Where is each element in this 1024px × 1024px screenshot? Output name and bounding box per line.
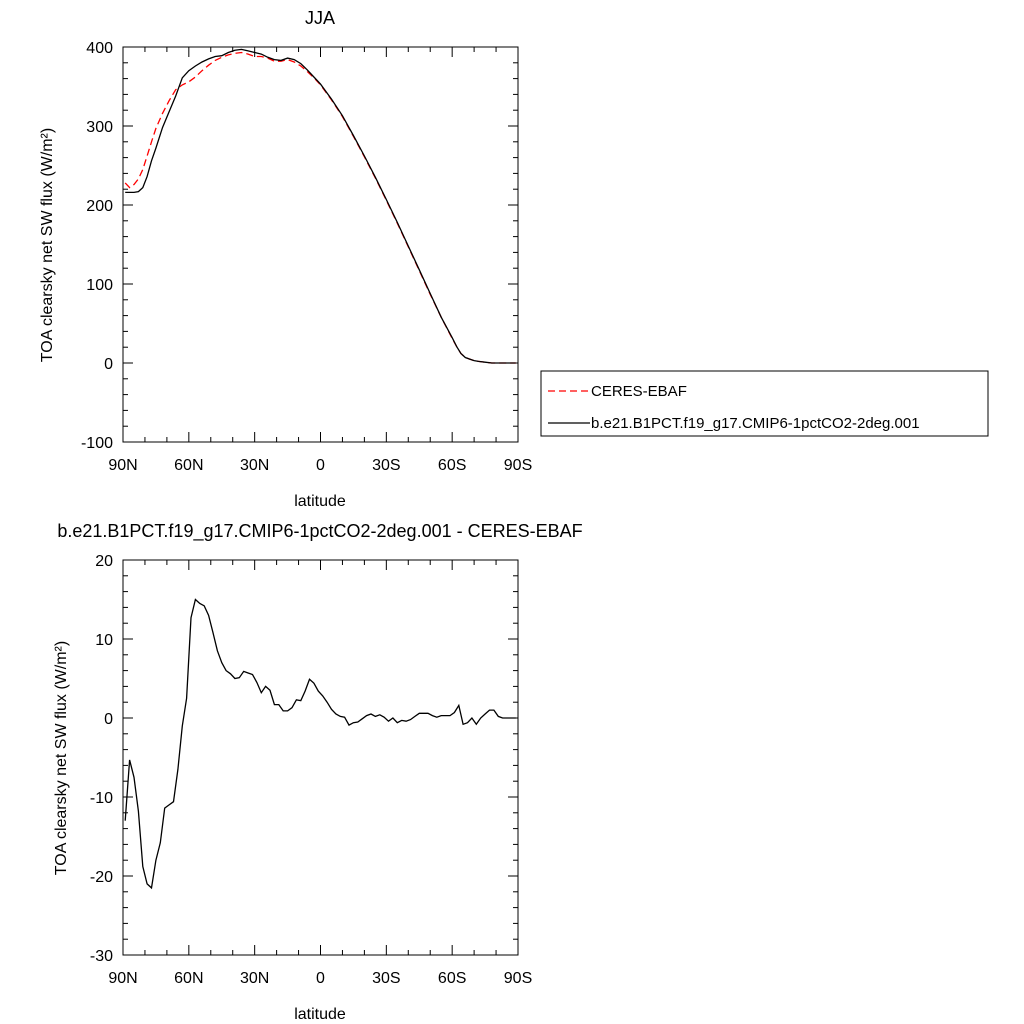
top-x-axis-label: latitude [294,493,346,510]
top-y-tick-label: 300 [86,119,113,136]
bottom-x-tick-label: 30S [372,970,400,987]
bottom-x-axis-label: latitude [294,1006,346,1023]
bottom-x-tick-label: 90S [504,970,532,987]
top-y-tick-label: -100 [81,435,113,452]
bottom-x-tick-label: 60N [174,970,203,987]
bottom-y-tick-label: -10 [90,790,113,807]
top-axis-ticks: 90N 60N 30N 0 30S 60S 90S -100 0 100 200 300 400 [81,40,532,474]
top-x-tick-label: 90S [504,457,532,474]
bottom-y-tick-label: -20 [90,869,113,886]
top-y-tick-label: 200 [86,198,113,215]
bottom-series-line-0 [124,598,516,890]
top-series-line-0 [124,51,516,364]
top-panel: JJA 90N 60N 30N 0 30S 60S 90S -100 0 100 200 300 400… [39,8,532,510]
top-x-tick-label: 60N [174,457,203,474]
bottom-axis-ticks: 90N 60N 30N 0 30S 60S 90S -30 -20 -10 0 10 20 [90,553,532,987]
bottom-x-tick-label: 90N [108,970,137,987]
top-plot-frame [122,46,519,443]
bottom-plot-frame [122,559,519,956]
top-series-lines [124,48,516,364]
legend: CERES-EBAF b.e21.B1PCT.f19_g17.CMIP6-1pc… [540,370,989,437]
top-y-tick-label: 100 [86,277,113,294]
legend-label-model: b.e21.B1PCT.f19_g17.CMIP6-1pctCO2-2deg.0… [591,415,920,432]
top-x-tick-label: 30N [240,457,269,474]
bottom-x-tick-label: 0 [316,970,325,987]
legend-label-ceres: CERES-EBAF [591,383,687,400]
top-y-tick-label: 400 [86,40,113,57]
bottom-panel: b.e21.B1PCT.f19_g17.CMIP6-1pctCO2-2deg.0… [53,521,583,1023]
bottom-y-tick-label: 0 [104,711,113,728]
bottom-x-tick-label: 60S [438,970,466,987]
top-y-tick-label: 0 [104,356,113,373]
top-x-tick-label: 60S [438,457,466,474]
bottom-series-lines [124,598,516,890]
top-x-tick-label: 30S [372,457,400,474]
top-panel-title: JJA [305,8,335,28]
bottom-y-axis-label: TOA clearsky net SW flux (W/m²) [53,641,70,875]
bottom-y-tick-label: -30 [90,948,113,965]
legend-box [540,370,989,437]
bottom-x-tick-label: 30N [240,970,269,987]
top-x-tick-label: 90N [108,457,137,474]
top-y-axis-label: TOA clearsky net SW flux (W/m²) [39,128,56,362]
bottom-y-tick-label: 20 [95,553,113,570]
top-series-line-1 [125,48,516,364]
bottom-panel-title: b.e21.B1PCT.f19_g17.CMIP6-1pctCO2-2deg.0… [57,521,582,542]
top-x-tick-label: 0 [316,457,325,474]
bottom-y-tick-label: 10 [95,632,113,649]
